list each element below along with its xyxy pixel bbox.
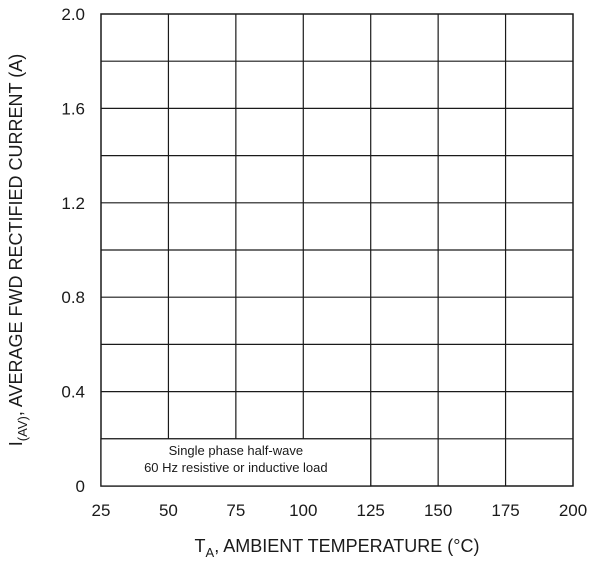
x-tick-label: 75 xyxy=(226,501,245,520)
y-axis-title-rest: , AVERAGE FWD RECTIFIED CURRENT (A) xyxy=(6,54,26,416)
x-axis-title-rest: , AMBIENT TEMPERATURE (°C) xyxy=(214,536,479,556)
x-axis-title-subscript: A xyxy=(206,545,215,560)
x-tick-label: 100 xyxy=(289,501,317,520)
annotation-box xyxy=(100,438,372,487)
y-axis-title-subscript: (AV) xyxy=(15,416,30,441)
x-tick-label: 150 xyxy=(424,501,452,520)
x-axis-title: TA, AMBIENT TEMPERATURE (°C) xyxy=(195,536,480,560)
x-axis-title-main: T xyxy=(195,536,206,556)
y-tick-label: 1.6 xyxy=(61,99,85,118)
annotation-line-1: Single phase half-wave xyxy=(169,443,303,458)
x-tick-label: 200 xyxy=(559,501,587,520)
annotation-line-2: 60 Hz resistive or inductive load xyxy=(144,460,328,475)
x-tick-label: 175 xyxy=(491,501,519,520)
y-tick-label: 0.4 xyxy=(61,383,85,402)
y-tick-labels: 0 0.4 0.8 1.2 1.6 2.0 xyxy=(61,5,85,496)
x-tick-labels: 25 50 75 100 125 150 175 200 xyxy=(92,501,588,520)
y-tick-label: 1.2 xyxy=(61,194,85,213)
y-tick-label: 0.8 xyxy=(61,288,85,307)
y-axis-title: I(AV), AVERAGE FWD RECTIFIED CURRENT (A) xyxy=(6,54,30,446)
y-axis-title-main: I xyxy=(6,441,26,446)
x-tick-label: 125 xyxy=(357,501,385,520)
y-tick-label: 2.0 xyxy=(61,5,85,24)
x-tick-label: 50 xyxy=(159,501,178,520)
y-tick-label: 0 xyxy=(76,477,85,496)
grid-lines xyxy=(101,14,573,486)
x-tick-label: 25 xyxy=(92,501,111,520)
